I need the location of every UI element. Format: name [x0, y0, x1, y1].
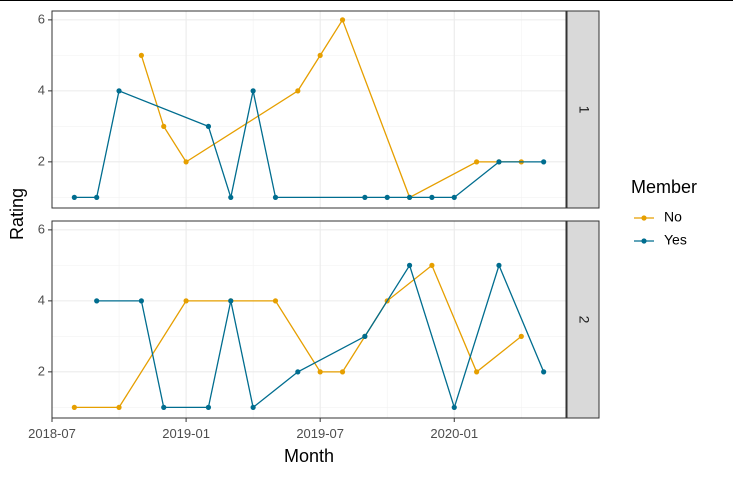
data-point: [116, 404, 122, 410]
data-point: [317, 52, 323, 58]
data-point: [205, 404, 212, 410]
data-point: [138, 298, 144, 304]
data-point: [138, 52, 144, 58]
legend-key-point: [641, 215, 647, 221]
data-point: [406, 194, 413, 200]
data-point: [205, 123, 212, 129]
legend-label-yes: Yes: [664, 232, 687, 248]
x-tick-label: 2020-01: [430, 426, 478, 441]
y-tick-label: 2: [38, 363, 45, 378]
facet-strip-label: 2: [576, 316, 592, 324]
data-point: [541, 369, 547, 375]
data-point: [94, 298, 100, 304]
data-point: [496, 262, 502, 268]
data-point: [250, 88, 256, 94]
facet-strip: [566, 10, 600, 209]
data-point: [474, 369, 480, 375]
y-tick-label: 4: [38, 82, 45, 97]
facet-panel-1: 1 2 4 6: [38, 10, 600, 209]
data-point: [228, 298, 234, 304]
y-tick-label: 6: [38, 11, 45, 26]
data-point: [272, 298, 279, 304]
data-point: [161, 404, 167, 410]
data-point: [71, 404, 77, 410]
data-point: [339, 369, 346, 375]
legend-label-no: No: [664, 209, 682, 225]
data-point: [362, 333, 368, 339]
legend-key-point: [641, 238, 647, 244]
data-point: [116, 88, 122, 94]
series-line-yes: [96, 263, 545, 410]
legend-title: Member: [631, 177, 697, 197]
data-point: [406, 262, 413, 268]
data-point: [228, 194, 234, 200]
series-line-no: [140, 18, 522, 199]
data-point: [339, 17, 346, 23]
x-axis-title: Month: [284, 446, 334, 466]
data-point: [496, 159, 502, 165]
panel-border: [51, 220, 567, 419]
data-point: [362, 194, 368, 200]
x-tick-label: 2018-07: [28, 426, 76, 441]
x-tick-label: 2019-07: [296, 426, 344, 441]
y-tick-label: 2: [38, 153, 45, 168]
data-point: [518, 333, 524, 339]
data-point: [161, 123, 167, 129]
data-point: [94, 194, 100, 200]
series-line-no: [74, 264, 522, 409]
data-point: [250, 404, 256, 410]
data-point: [451, 404, 457, 410]
data-point: [295, 369, 301, 375]
y-axis-title: Rating: [7, 188, 27, 240]
data-point: [317, 369, 323, 375]
facet-strip-label: 1: [576, 106, 592, 114]
facet-panel-2: 2 2 4 6: [38, 220, 600, 419]
data-point: [272, 194, 279, 200]
data-point: [451, 194, 457, 200]
y-tick-label: 4: [38, 292, 45, 307]
data-point: [183, 298, 189, 304]
x-tick-label: 2019-01: [162, 426, 210, 441]
data-point: [71, 194, 77, 200]
data-point: [384, 194, 390, 200]
y-tick-label: 6: [38, 221, 45, 236]
series-line-yes: [74, 90, 544, 200]
data-point: [429, 194, 435, 200]
data-point: [183, 159, 189, 165]
facet-strip: [566, 220, 600, 419]
data-point: [541, 159, 547, 165]
data-point: [295, 88, 301, 94]
data-point: [474, 159, 480, 165]
data-point: [429, 262, 435, 268]
panel-border: [51, 10, 567, 209]
